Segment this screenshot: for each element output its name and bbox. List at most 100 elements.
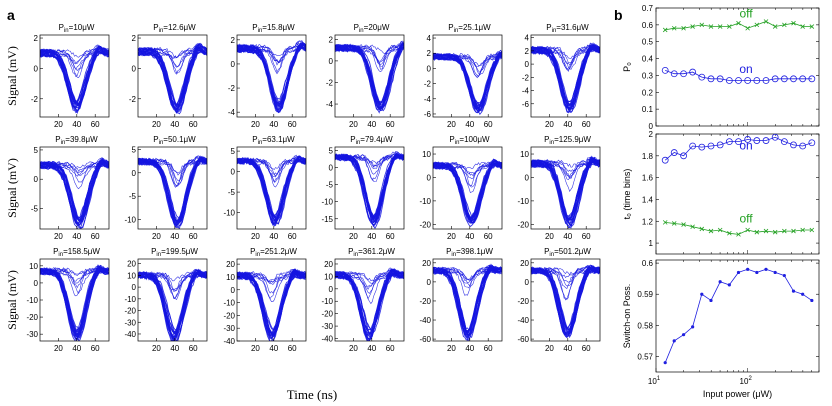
y-tick-label: -30 [321,322,333,331]
signal-trace [531,155,600,192]
subplot-title-p: P [449,135,454,144]
data-point [689,142,697,150]
signal-trace [138,155,207,185]
signal-trace [138,161,207,223]
y-tick-label: -10 [223,299,235,308]
signal-trace [237,274,306,330]
data-point [698,143,706,151]
y-tick-label: 0 [132,169,137,178]
subplot-frame [137,146,208,230]
series-on: on [661,62,816,84]
subplot-title-val: =361.2μW [358,247,395,256]
waveform-subplot: Pin=79.4μW -15 -10 -5 0 5 20 40 60 [321,135,405,241]
data-point [670,149,678,156]
data-point [754,22,760,28]
signal-trace [433,158,502,180]
signal-trace [40,45,109,72]
data-point [708,228,714,234]
data-point [691,325,695,329]
x-tick-label: 60 [386,232,395,241]
y-tick-label: 1.4 [642,195,654,204]
x-tick-label: 60 [189,232,198,241]
trace-group [138,42,207,115]
y-tick-label: -2 [424,80,432,89]
y-tick-label: 2 [231,36,236,45]
data-point [800,24,805,29]
data-point [763,228,769,234]
y-tick-label: 0 [649,122,654,131]
subplot-title-sub: in [455,140,460,146]
signal-trace [335,269,404,290]
y-tick-label: -2 [228,84,236,93]
signal-trace [237,272,306,284]
subplot-title-p: P [55,135,60,144]
waveform-subplot: Pin=158.5μW -30 -20 -10 0 10 20 40 60 [26,247,110,353]
x-tick-label: 20 [152,120,161,129]
x-tick-exp: 2 [748,376,752,382]
signal-trace [335,43,404,72]
y-tick-label: -30 [26,330,38,339]
signal-trace [40,161,109,172]
data-point [690,24,695,29]
trace-group [433,263,502,341]
trace-group [138,268,207,341]
data-point [727,230,732,236]
y-tick-label: -20 [223,311,235,320]
data-point [799,142,807,150]
data-point [780,75,788,83]
data-point [810,298,814,303]
subplot-frame [334,258,405,342]
signal-trace [433,266,502,289]
signal-trace [335,40,404,62]
a-ylabel-row0: Signal (mV) [5,46,19,106]
trace-group [433,49,502,116]
x-tick-label: 60 [484,120,493,129]
data-point [744,77,752,84]
y-axis-label: Switch-on Poss. [622,284,632,349]
series-main [663,267,814,365]
subplot-frame [137,34,208,118]
y-tick-label: -5 [31,205,39,214]
signal-trace [138,269,207,299]
x-tick-label: 20 [447,344,456,353]
subplot-title: Pin=199.5μW [151,247,198,258]
y-tick-label: -20 [419,297,431,306]
subplot-title: Pin=79.4μW [350,135,393,146]
signal-trace [531,156,600,177]
signal-trace [531,267,600,276]
subplot-title-p: P [153,135,158,144]
subplot-frame [236,258,307,342]
signal-trace [138,274,207,336]
data-point [772,229,778,235]
subplot-title: Pin=501.2μW [544,247,591,258]
y-tick-label: 0 [34,175,39,184]
x-tick-label: 60 [91,232,100,241]
signal-trace [237,272,306,294]
x-tick-label: 20 [152,344,161,353]
data-point [736,232,741,237]
data-point [746,267,750,271]
subplot-title-p: P [250,247,255,256]
signal-trace [335,153,404,182]
x-tick-label: 60 [582,120,591,129]
y-tick-label: 2 [649,130,654,139]
subplot-title-val: =100μW [459,135,490,144]
data-point [663,361,667,365]
y-tick-label: 0 [132,64,137,73]
trace-group [335,267,404,341]
subplot-title-val: =15.8μW [262,23,295,32]
signal-trace [433,264,502,341]
subplot-title: Pin=15.8μW [252,23,295,34]
data-point [717,227,723,233]
signal-trace [433,268,502,333]
data-point [717,24,723,29]
subplot-title: Pin=398.1μW [446,247,493,258]
x-tick-label: 20 [54,232,63,241]
x-tick-label: 40 [72,344,81,353]
signal-trace [335,154,404,168]
y-tick-label: -40 [124,330,136,339]
signal-trace [531,264,600,300]
x-tick-label: 60 [582,344,591,353]
signal-trace [433,266,502,332]
data-point [727,24,732,29]
